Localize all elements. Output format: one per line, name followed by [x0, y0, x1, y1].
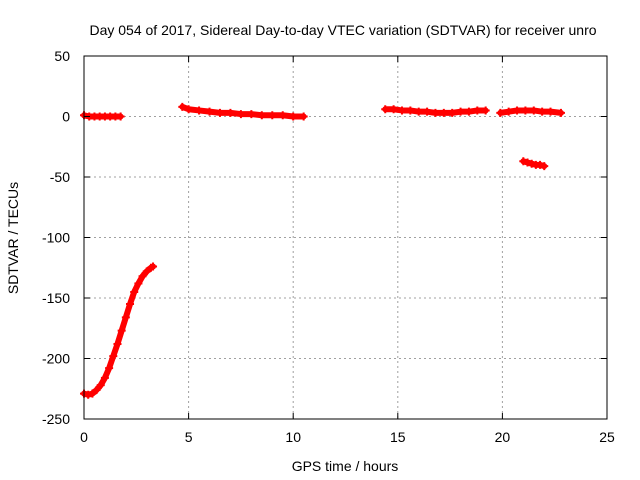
y-tick-label-6: 50 — [54, 48, 70, 64]
data-point — [109, 352, 118, 361]
plot-layer — [80, 102, 565, 399]
x-tick-label-3: 15 — [390, 429, 406, 445]
data-point — [96, 381, 105, 390]
data-point — [299, 112, 308, 121]
data-point — [519, 157, 528, 166]
data-point — [268, 111, 277, 120]
data-point — [406, 106, 415, 115]
data-point — [226, 108, 235, 117]
y-tick-label-5: 0 — [62, 109, 70, 125]
data-point — [521, 106, 530, 115]
y-tick-label-3: -100 — [42, 230, 70, 246]
data-point — [414, 107, 423, 116]
data-point — [278, 111, 287, 120]
data-point — [448, 108, 457, 117]
data-point — [538, 107, 547, 116]
x-tick-label-2: 10 — [285, 429, 301, 445]
chart-title: Day 054 of 2017, Sidereal Day-to-day VTE… — [89, 22, 596, 38]
data-point — [205, 107, 214, 116]
data-point — [431, 108, 440, 117]
x-tick-label-4: 20 — [495, 429, 511, 445]
data-point — [178, 102, 187, 111]
data-point — [536, 160, 545, 169]
data-point — [138, 272, 147, 281]
data-point — [92, 385, 101, 394]
data-point — [117, 326, 126, 335]
grid-layer — [84, 56, 607, 419]
y-tick-label-4: -50 — [50, 169, 70, 185]
data-point — [247, 110, 256, 119]
data-point — [88, 389, 97, 398]
x-tick-label-5: 25 — [599, 429, 615, 445]
data-point — [257, 111, 266, 120]
data-point — [381, 105, 390, 114]
data-point — [149, 262, 158, 271]
data-point — [504, 107, 513, 116]
tick-label-layer: 0 5 10 15 20 25 -250 -200 -150 -100 -50 0 50 — [42, 48, 615, 445]
data-point — [540, 162, 549, 171]
y-tick-label-0: -250 — [42, 411, 70, 427]
x-tick-label-0: 0 — [80, 429, 88, 445]
y-tick-label-2: -150 — [42, 290, 70, 306]
data-point — [439, 108, 448, 117]
data-point — [195, 106, 204, 115]
data-point — [473, 106, 482, 115]
axes-layer — [83, 55, 608, 420]
data-point — [496, 108, 505, 117]
data-point — [130, 287, 139, 296]
data-point — [100, 373, 109, 382]
data-point — [556, 108, 565, 117]
data-point — [113, 339, 122, 348]
data-point — [134, 279, 143, 288]
data-point — [126, 300, 135, 309]
data-point — [481, 106, 490, 115]
data-point — [456, 107, 465, 116]
data-point — [121, 313, 130, 322]
y-axis-label: SDTVAR / TECUs — [5, 182, 21, 294]
data-point — [464, 107, 473, 116]
data-point — [546, 107, 555, 116]
data-point — [529, 106, 538, 115]
data-point — [527, 159, 536, 168]
data-point — [116, 112, 125, 121]
data-point — [389, 105, 398, 114]
data-point — [84, 390, 93, 399]
data-point — [105, 364, 114, 373]
data-point — [236, 110, 245, 119]
data-point — [215, 108, 224, 117]
data-point — [397, 106, 406, 115]
data-point — [513, 106, 522, 115]
x-tick-label-1: 5 — [185, 429, 193, 445]
y-tick-label-1: -200 — [42, 351, 70, 367]
data-point — [423, 107, 432, 116]
data-point — [184, 105, 193, 114]
data-point — [142, 267, 151, 276]
x-axis-label: GPS time / hours — [292, 458, 399, 474]
data-point — [289, 112, 298, 121]
data-point — [523, 158, 532, 167]
